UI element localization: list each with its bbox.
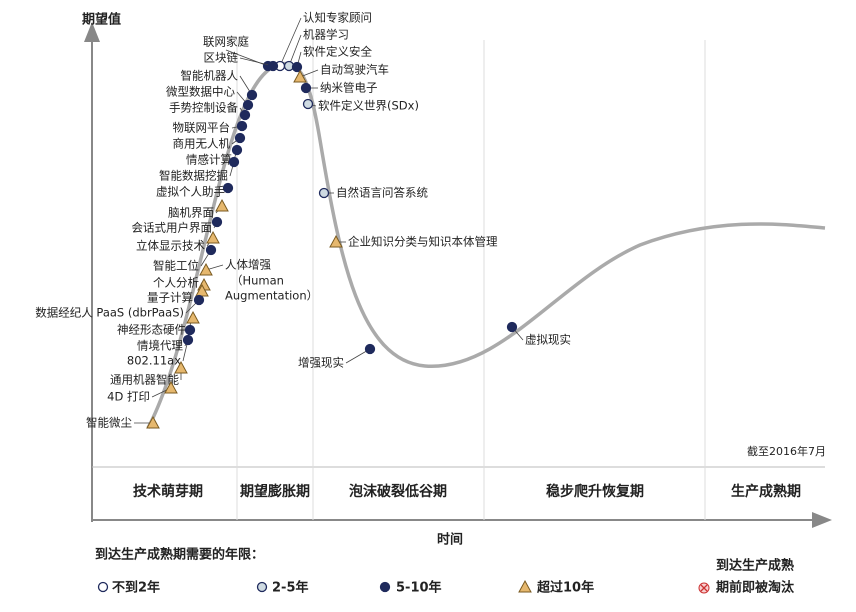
node-note: Augmentation）: [225, 289, 318, 303]
node-label: 神经形态硬件: [117, 323, 186, 337]
leader-line: [288, 34, 302, 67]
marker-triangle: [329, 234, 343, 248]
marker-triangle: [186, 310, 200, 324]
node-label: 纳米管电子: [320, 81, 378, 95]
node-label: 物联网平台: [173, 121, 231, 135]
node-label: 会话式用户界面: [132, 221, 213, 235]
phase-label: 稳步爬升恢复期: [546, 483, 644, 500]
node-label: 联网家庭: [203, 35, 249, 49]
phase-label: 生产成熟期: [731, 483, 801, 500]
marker-triangle: [146, 415, 160, 429]
node-label: 立体显示技术: [136, 239, 205, 253]
node-label: 情感计算: [186, 153, 232, 167]
legend-item: 超过10年: [537, 580, 594, 596]
phase-label: 技术萌芽期: [133, 483, 203, 500]
node-label: 智能微尘: [86, 416, 132, 430]
marker-circle: [267, 60, 279, 72]
marker-circle: [256, 581, 268, 593]
marker-circle: [231, 144, 243, 156]
marker-circle: [234, 132, 246, 144]
legend-title: 到达生产成熟期需要的年限：: [95, 547, 264, 563]
legend-item: 2-5年: [272, 580, 309, 596]
legend-obsolete: 期前即被淘汰: [716, 580, 795, 596]
marker-circle: [211, 216, 223, 228]
marker-triangle: [206, 230, 220, 244]
node-label: 商用无人机: [173, 137, 231, 151]
node-label: 智能工位: [153, 259, 199, 273]
node-label: 虚拟现实: [525, 333, 571, 347]
node-label: 手势控制设备: [169, 101, 238, 115]
marker-circle: [300, 82, 312, 94]
node-label: 情境代理: [137, 339, 183, 353]
phase-label: 泡沫破裂低谷期: [349, 483, 447, 500]
node-label: 企业知识分类与知识本体管理: [348, 235, 498, 249]
marker-circle: [236, 120, 248, 132]
node-label: 802.11ax: [127, 354, 181, 368]
legend-obsolete: 到达生产成熟: [716, 558, 794, 574]
node-label: 自然语言问答系统: [336, 186, 428, 200]
node-label: 自动驾驶汽车: [320, 63, 389, 77]
note: 截至2016年7月: [747, 444, 826, 458]
marker-circle: [302, 98, 314, 110]
marker-triangle: [164, 380, 178, 394]
marker-circle: [222, 182, 234, 194]
node-label: 数据经纪人 PaaS (dbrPaaS): [35, 306, 184, 320]
node-label: 脑机界面: [168, 206, 214, 220]
marker-circle: [193, 294, 205, 306]
marker-circle: [318, 187, 330, 199]
marker-circle: [205, 244, 217, 256]
node-label: 个人分析: [153, 276, 199, 290]
marker-circle: [506, 321, 518, 333]
node-label: 增强现实: [298, 356, 344, 370]
node-label: 智能机器人: [181, 69, 239, 83]
node-label: 虚拟个人助手: [156, 185, 225, 199]
marker-obsolete-x: [700, 584, 708, 592]
x-axis-label: 时间: [437, 532, 463, 548]
node-label: 微型数据中心: [166, 85, 235, 99]
node-label: 认知专家顾问: [303, 11, 372, 25]
node-label: 软件定义安全: [303, 45, 372, 59]
hype-curve: [146, 61, 826, 429]
phase-dividers: [236, 40, 706, 520]
marker-circle: [97, 581, 109, 593]
marker-circle: [364, 343, 376, 355]
marker-circle: [184, 324, 196, 336]
marker-triangle: [199, 262, 213, 276]
node-label: 软件定义世界(SDx): [318, 99, 419, 113]
legend-item: 不到2年: [112, 580, 160, 596]
marker-triangle: [174, 360, 188, 374]
marker-circle: [379, 581, 391, 593]
y-axis-label: 期望值: [82, 12, 121, 28]
marker-triangle: [215, 198, 229, 212]
node-label: 人体增强: [225, 258, 271, 272]
legend-item: 5-10年: [396, 580, 442, 596]
node-label: 通用机器智能: [110, 373, 179, 387]
leader-line: [279, 17, 302, 67]
node-label: 4D 打印: [107, 390, 150, 404]
marker-circle: [228, 156, 240, 168]
marker-circle: [239, 109, 251, 121]
node-note: （Human: [231, 274, 284, 288]
marker-circle: [242, 99, 254, 111]
marker-circle: [291, 61, 303, 73]
leader-line: [239, 57, 274, 67]
phase-label: 期望膨胀期: [240, 483, 310, 500]
node-label: 智能数据挖掘: [159, 169, 228, 183]
marker-triangle: [293, 69, 307, 83]
node-label: 量子计算: [147, 291, 193, 305]
marker-circle: [246, 89, 258, 101]
node-label: 机器学习: [303, 28, 349, 42]
node-label: 区块链: [204, 51, 239, 65]
marker-circle: [182, 334, 194, 346]
marker-triangle: [518, 579, 532, 593]
